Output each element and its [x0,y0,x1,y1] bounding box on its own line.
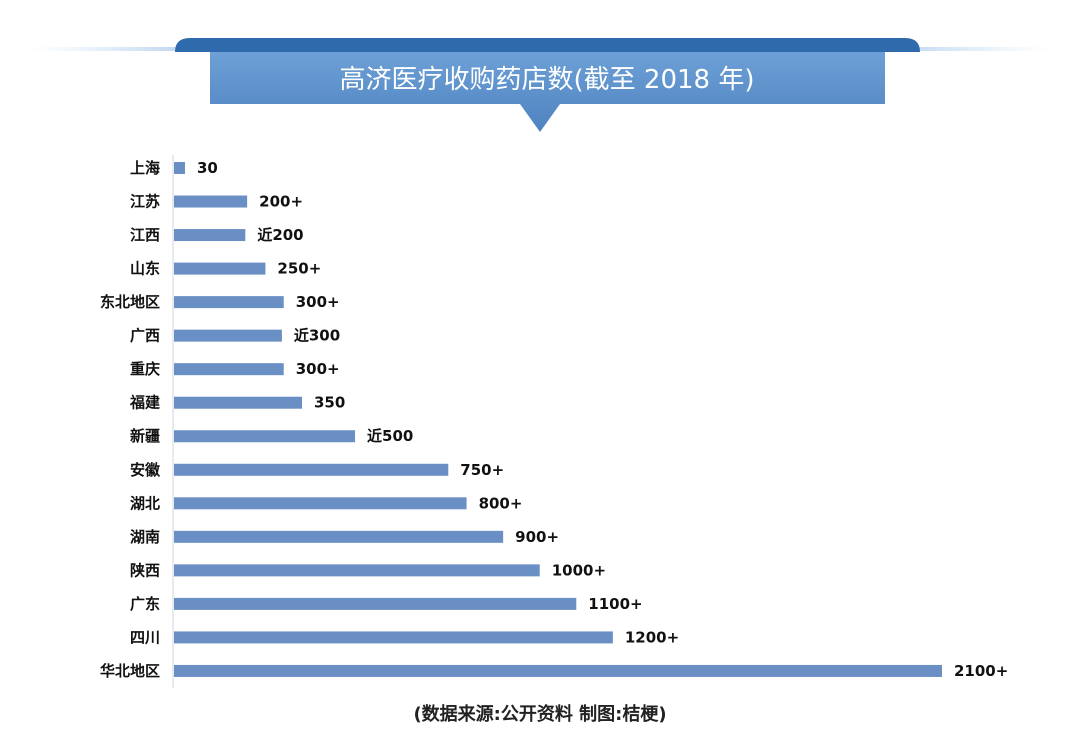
category-label: 陕西 [130,561,160,579]
category-label: 福建 [129,394,161,412]
source-note: (数据来源:公开资料 制图:桔梗) [413,704,667,725]
value-label: 1100+ [588,595,642,613]
bar [174,229,246,242]
bars-group: 上海 30 江苏 200+ 江西 近200 山东 250+ 东北地区 300+ 广西 近300 重庆 30… [100,159,1008,680]
category-label: 湖南 [130,528,160,546]
value-label: 350 [314,394,345,412]
title-banner: 高济医疗收购药店数(截至 2018 年) [30,38,1050,132]
value-label: 近300 [294,327,340,345]
banner-tab [175,38,920,52]
bar [174,296,284,309]
value-label: 2100+ [954,662,1008,680]
chart-title: 高济医疗收购药店数(截至 2018 年) [340,65,755,95]
category-label: 上海 [130,159,160,177]
value-label: 300+ [296,360,340,378]
bar [174,463,449,476]
banner-shape [210,52,885,132]
category-label: 四川 [130,628,160,646]
bar [174,396,302,409]
category-label: 华北地区 [100,662,160,680]
bar [174,631,613,644]
bar [174,530,504,543]
category-label: 山东 [130,260,160,278]
category-label: 湖北 [130,494,160,512]
category-label: 广东 [130,595,160,613]
value-label: 800+ [479,494,523,512]
category-label: 安徽 [130,461,161,479]
value-label: 200+ [259,193,303,211]
category-label: 重庆 [130,360,160,378]
category-label: 广西 [130,327,160,345]
value-label: 1000+ [552,561,606,579]
category-label: 江西 [130,226,160,244]
bar [174,363,284,376]
value-label: 250+ [277,260,321,278]
bar [174,497,467,510]
bar [174,195,248,208]
category-label: 江苏 [130,193,160,211]
bar [174,430,356,443]
value-label: 300+ [296,293,340,311]
value-label: 900+ [515,528,559,546]
bar [174,597,577,610]
bar [174,162,185,174]
value-label: 30 [197,159,218,177]
category-label: 东北地区 [100,293,160,311]
value-label: 1200+ [625,628,679,646]
category-label: 新疆 [130,427,160,445]
bar [174,664,942,677]
bar [174,329,282,342]
bar [174,262,266,275]
value-label: 近500 [367,427,413,445]
bar [174,564,540,577]
value-label: 近200 [257,226,303,244]
value-label: 750+ [460,461,504,479]
